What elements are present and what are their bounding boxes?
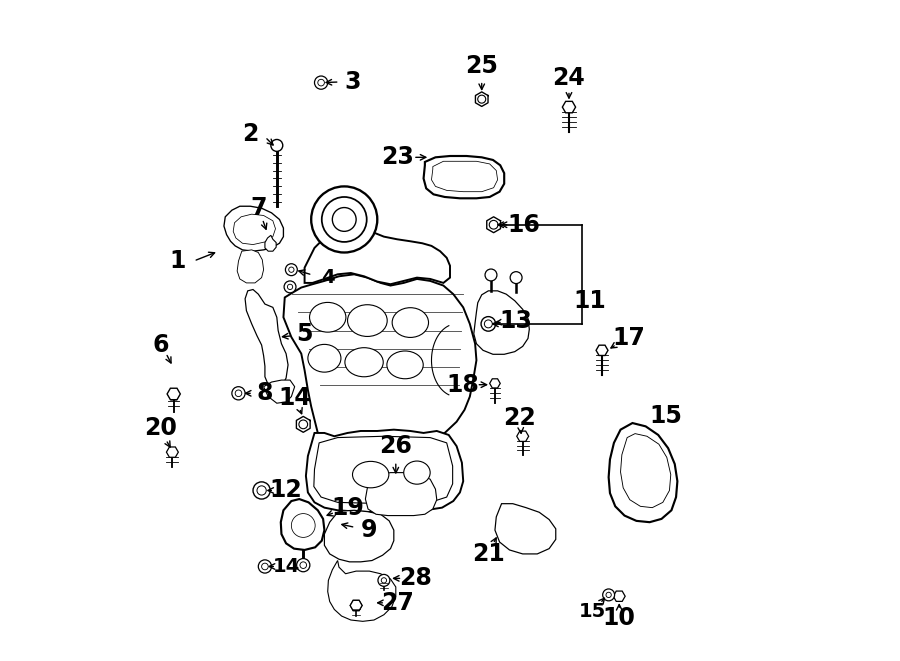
Polygon shape xyxy=(167,388,180,400)
Circle shape xyxy=(482,317,496,331)
Circle shape xyxy=(292,514,315,537)
Polygon shape xyxy=(306,430,464,512)
Text: 16: 16 xyxy=(508,213,541,237)
Circle shape xyxy=(285,264,297,276)
Text: 8: 8 xyxy=(256,381,274,405)
Polygon shape xyxy=(264,380,294,403)
Polygon shape xyxy=(265,235,276,251)
Polygon shape xyxy=(350,600,362,611)
Circle shape xyxy=(299,420,308,429)
Text: 19: 19 xyxy=(331,496,364,520)
Text: 4: 4 xyxy=(321,268,335,287)
Circle shape xyxy=(258,560,272,573)
Circle shape xyxy=(478,95,486,103)
Polygon shape xyxy=(424,156,504,198)
Circle shape xyxy=(314,76,328,89)
Text: 26: 26 xyxy=(380,434,412,458)
Polygon shape xyxy=(304,230,450,284)
Circle shape xyxy=(378,574,390,586)
Text: 24: 24 xyxy=(553,66,585,90)
Polygon shape xyxy=(350,600,362,611)
Circle shape xyxy=(485,269,497,281)
Polygon shape xyxy=(431,161,498,192)
Text: 14: 14 xyxy=(278,386,311,410)
Circle shape xyxy=(257,486,266,495)
Polygon shape xyxy=(238,250,264,283)
Circle shape xyxy=(297,559,310,572)
Text: 15: 15 xyxy=(649,405,682,428)
Polygon shape xyxy=(473,291,529,354)
Ellipse shape xyxy=(347,305,387,336)
Circle shape xyxy=(284,281,296,293)
Polygon shape xyxy=(328,561,396,621)
Polygon shape xyxy=(490,379,500,388)
Polygon shape xyxy=(517,431,528,442)
Ellipse shape xyxy=(404,461,430,484)
Circle shape xyxy=(287,284,292,290)
Polygon shape xyxy=(562,101,576,113)
Polygon shape xyxy=(284,274,476,453)
Circle shape xyxy=(232,387,245,400)
Polygon shape xyxy=(495,504,556,554)
Text: 2: 2 xyxy=(242,122,258,145)
Polygon shape xyxy=(233,214,275,245)
Circle shape xyxy=(311,186,377,253)
Text: 9: 9 xyxy=(361,518,378,542)
Text: 1: 1 xyxy=(169,249,186,273)
Circle shape xyxy=(289,267,294,272)
Polygon shape xyxy=(224,206,284,251)
Circle shape xyxy=(332,208,356,231)
Text: 27: 27 xyxy=(381,591,414,615)
Circle shape xyxy=(271,139,283,151)
Circle shape xyxy=(510,272,522,284)
Circle shape xyxy=(300,562,307,568)
Polygon shape xyxy=(608,423,678,522)
Circle shape xyxy=(382,578,386,583)
Circle shape xyxy=(603,589,615,601)
Text: 22: 22 xyxy=(503,406,536,430)
Text: 20: 20 xyxy=(144,416,177,440)
Text: 6: 6 xyxy=(152,333,168,357)
Text: 12: 12 xyxy=(270,479,302,502)
Polygon shape xyxy=(166,447,178,457)
Text: 3: 3 xyxy=(344,70,360,94)
Polygon shape xyxy=(324,510,394,562)
Text: 10: 10 xyxy=(603,606,635,630)
Circle shape xyxy=(606,592,611,598)
Polygon shape xyxy=(613,591,626,602)
Text: 14: 14 xyxy=(273,557,301,576)
Text: 23: 23 xyxy=(381,145,414,169)
Circle shape xyxy=(318,79,324,86)
Polygon shape xyxy=(596,345,608,356)
Polygon shape xyxy=(365,473,436,516)
Text: 21: 21 xyxy=(472,542,505,566)
Text: 28: 28 xyxy=(400,566,432,590)
Circle shape xyxy=(322,197,366,242)
Ellipse shape xyxy=(392,307,428,337)
Text: 25: 25 xyxy=(465,54,499,78)
Text: 11: 11 xyxy=(574,289,607,313)
Text: 13: 13 xyxy=(500,309,533,332)
Ellipse shape xyxy=(308,344,341,372)
Circle shape xyxy=(490,220,498,229)
Text: 17: 17 xyxy=(612,327,645,350)
Ellipse shape xyxy=(387,351,423,379)
Polygon shape xyxy=(314,436,453,504)
Text: 18: 18 xyxy=(446,373,480,397)
Circle shape xyxy=(253,482,270,499)
Circle shape xyxy=(262,563,268,570)
Text: 15: 15 xyxy=(580,602,607,621)
Circle shape xyxy=(235,390,242,397)
Circle shape xyxy=(484,320,492,328)
Ellipse shape xyxy=(353,461,389,488)
Ellipse shape xyxy=(310,302,346,332)
Ellipse shape xyxy=(345,348,383,377)
Polygon shape xyxy=(281,499,324,550)
Text: 5: 5 xyxy=(296,322,313,346)
Text: 7: 7 xyxy=(250,196,266,220)
Polygon shape xyxy=(245,290,288,389)
Polygon shape xyxy=(168,391,179,400)
Polygon shape xyxy=(620,434,670,508)
